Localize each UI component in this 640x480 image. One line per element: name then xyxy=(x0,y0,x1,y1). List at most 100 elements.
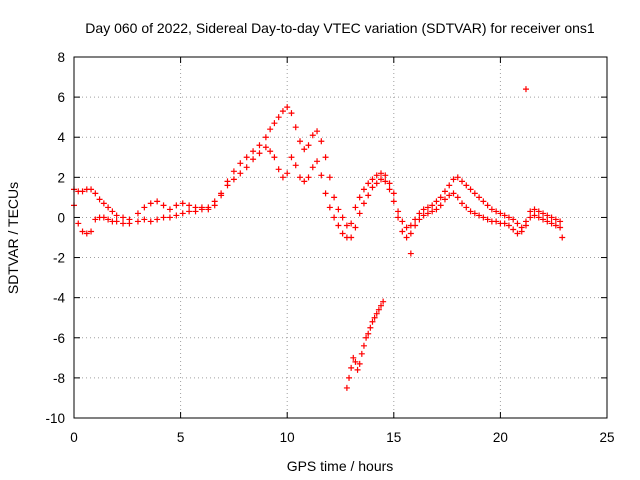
data-point-lower-track xyxy=(514,230,521,237)
data-point-upper-track xyxy=(284,104,291,111)
data-point-descending-arc xyxy=(358,350,365,357)
data-point-lower-track xyxy=(356,210,363,217)
data-point-upper-track xyxy=(429,202,436,209)
data-point-lower-track xyxy=(250,156,257,163)
data-point-lower-track xyxy=(79,228,86,235)
data-point-upper-track xyxy=(141,204,148,211)
data-point-upper-track xyxy=(331,194,338,201)
data-point-upper-track xyxy=(416,210,423,217)
data-point-lower-track xyxy=(296,174,303,181)
data-point-upper-track xyxy=(113,212,120,219)
data-point-lower-track xyxy=(275,166,282,173)
data-point-upper-track xyxy=(386,180,393,187)
data-point-upper-track xyxy=(305,142,312,149)
data-point-upper-track xyxy=(459,178,466,185)
data-point-descending-arc xyxy=(350,354,357,361)
data-point-upper-track xyxy=(441,188,448,195)
data-point-lower-track xyxy=(224,182,231,189)
data-point-upper-track xyxy=(154,198,161,205)
data-point-upper-track xyxy=(446,182,453,189)
data-point-upper-track xyxy=(166,206,173,213)
data-point-descending-arc xyxy=(371,314,378,321)
data-point-upper-track xyxy=(348,220,355,227)
data-point-upper-track xyxy=(501,212,508,219)
data-point-upper-track xyxy=(471,190,478,197)
data-point-lower-track xyxy=(386,186,393,193)
data-point-upper-track xyxy=(92,190,99,197)
y-tick-labels: -10 -8 -6 -4 -2 0 2 4 6 8 xyxy=(45,50,65,426)
data-point-lower-track xyxy=(262,144,269,151)
data-point-lower-track xyxy=(544,218,551,225)
data-point-upper-track xyxy=(322,154,329,161)
data-point-lower-track xyxy=(459,200,466,207)
y-tick-label: 6 xyxy=(57,90,65,105)
data-point-lower-track xyxy=(211,198,218,205)
data-point-upper-track xyxy=(275,114,282,121)
data-point-descending-arc xyxy=(363,334,370,341)
data-point-outliers xyxy=(407,250,414,257)
plot-frame xyxy=(73,56,608,419)
data-point-lower-track xyxy=(92,216,99,223)
data-point-upper-track xyxy=(109,208,116,215)
y-tick-label: 8 xyxy=(57,50,65,65)
grid xyxy=(74,57,607,418)
data-point-lower-track xyxy=(301,178,308,185)
data-point-descending-arc xyxy=(365,330,372,337)
data-point-upper-track xyxy=(256,142,263,149)
data-point-lower-track xyxy=(326,204,333,211)
data-point-lower-track xyxy=(288,154,295,161)
data-point-descending-arc xyxy=(352,358,359,365)
data-point-lower-track xyxy=(403,234,410,241)
data-marks xyxy=(71,86,566,391)
data-point-upper-track xyxy=(120,214,127,221)
data-point-lower-track xyxy=(186,208,193,215)
data-point-upper-track xyxy=(557,218,564,225)
data-point-upper-track xyxy=(535,208,542,215)
data-point-upper-track xyxy=(531,206,538,213)
data-point-lower-track xyxy=(416,216,423,223)
data-point-lower-track xyxy=(256,150,263,157)
data-point-upper-track xyxy=(467,186,474,193)
data-point-lower-track xyxy=(348,234,355,241)
data-point-lower-track xyxy=(173,212,180,219)
data-point-upper-track xyxy=(237,160,244,167)
data-point-descending-arc xyxy=(354,366,361,373)
data-point-upper-track xyxy=(476,194,483,201)
data-point-upper-track xyxy=(544,212,551,219)
data-point-upper-track xyxy=(271,120,278,127)
data-point-upper-track xyxy=(403,224,410,231)
data-point-upper-track xyxy=(399,218,406,225)
data-point-lower-track xyxy=(166,214,173,221)
data-point-descending-arc xyxy=(348,364,355,371)
data-point-upper-track xyxy=(497,210,504,217)
data-point-lower-track xyxy=(373,180,380,187)
data-point-lower-track xyxy=(309,164,316,171)
data-point-lower-track xyxy=(501,220,508,227)
x-tick-labels: 0 5 10 15 20 25 xyxy=(70,430,614,445)
data-point-descending-arc xyxy=(369,318,376,325)
data-point-upper-track xyxy=(510,216,517,223)
data-point-upper-track xyxy=(369,176,376,183)
data-point-lower-track xyxy=(399,228,406,235)
data-point-lower-track xyxy=(360,200,367,207)
data-point-descending-arc xyxy=(360,342,367,349)
data-point-upper-track xyxy=(365,180,372,187)
y-tick-label: -4 xyxy=(53,291,65,306)
data-point-upper-track xyxy=(378,170,385,177)
data-point-lower-track xyxy=(100,214,107,221)
data-point-descending-arc xyxy=(346,374,353,381)
data-point-upper-track xyxy=(339,214,346,221)
y-tick-label: 0 xyxy=(57,210,65,225)
data-point-lower-track xyxy=(147,218,154,225)
data-point-lower-track xyxy=(552,222,559,229)
data-point-lower-track xyxy=(505,222,512,229)
data-point-lower-track xyxy=(441,196,448,203)
data-point-lower-track xyxy=(540,216,547,223)
data-point-upper-track xyxy=(186,202,193,209)
data-point-upper-track xyxy=(505,214,512,221)
axis-ticks xyxy=(73,56,608,419)
data-point-upper-track xyxy=(552,216,559,223)
data-point-lower-track xyxy=(557,224,564,231)
data-point-lower-track xyxy=(454,194,461,201)
data-point-upper-track xyxy=(360,186,367,193)
